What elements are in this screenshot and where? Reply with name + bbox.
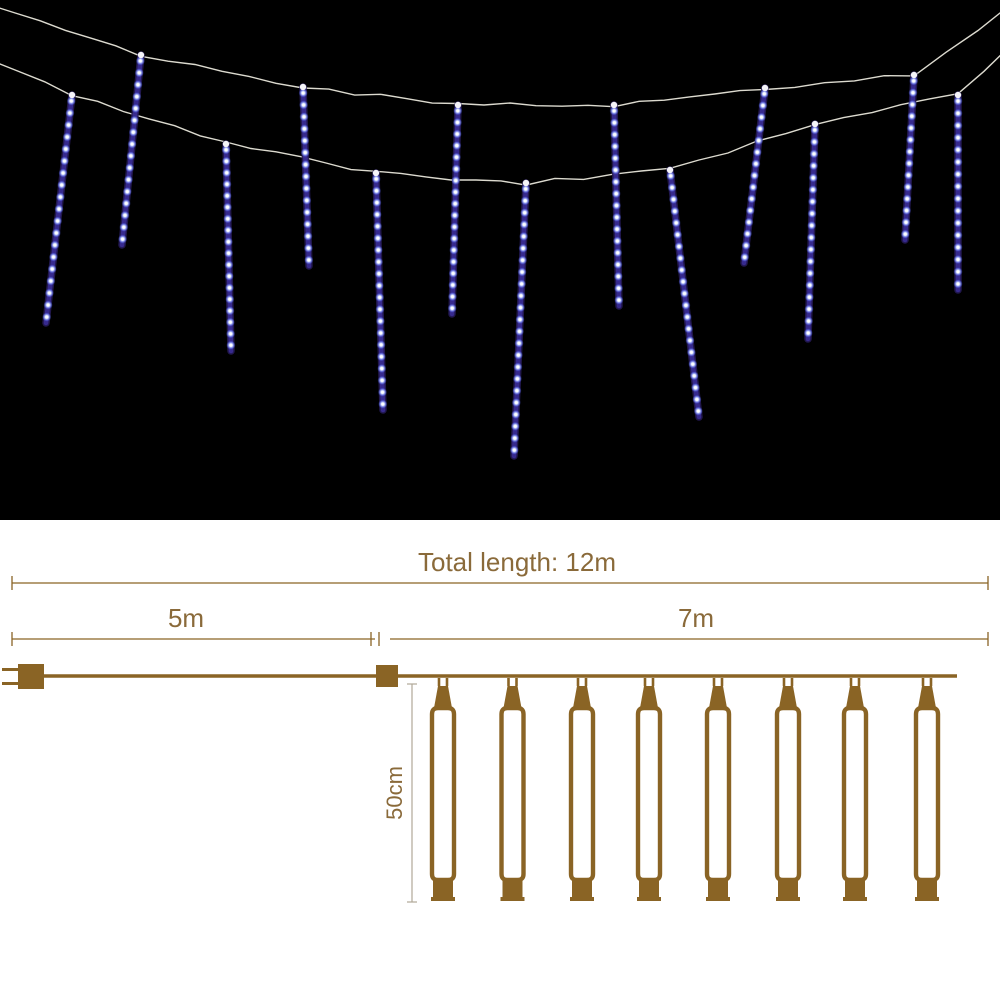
svg-text:Total length: 12m: Total length: 12m <box>418 547 616 577</box>
svg-text:50cm: 50cm <box>382 766 407 820</box>
svg-text:7m: 7m <box>678 603 714 633</box>
svg-text:5m: 5m <box>168 603 204 633</box>
